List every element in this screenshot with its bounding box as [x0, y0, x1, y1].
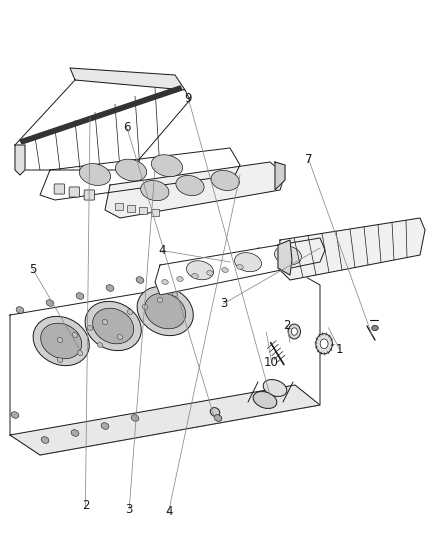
Ellipse shape	[145, 293, 186, 329]
Ellipse shape	[76, 293, 84, 300]
Text: 2: 2	[81, 499, 89, 512]
Bar	[115, 203, 123, 210]
Text: 9: 9	[184, 92, 192, 105]
Ellipse shape	[142, 304, 148, 310]
Text: 2: 2	[283, 319, 291, 332]
Ellipse shape	[372, 325, 378, 330]
Bar	[127, 205, 135, 212]
Ellipse shape	[320, 339, 328, 349]
Ellipse shape	[97, 343, 103, 348]
Ellipse shape	[288, 324, 300, 339]
Ellipse shape	[41, 437, 49, 443]
Polygon shape	[155, 238, 325, 295]
Ellipse shape	[136, 277, 144, 284]
Ellipse shape	[187, 261, 213, 280]
Ellipse shape	[16, 306, 24, 313]
Ellipse shape	[101, 423, 109, 429]
Text: 3: 3	[220, 297, 227, 310]
Ellipse shape	[166, 269, 174, 276]
Ellipse shape	[11, 411, 19, 418]
Ellipse shape	[117, 335, 123, 340]
Text: 1: 1	[336, 343, 343, 356]
Ellipse shape	[157, 297, 163, 302]
Ellipse shape	[196, 262, 204, 268]
Ellipse shape	[176, 175, 204, 196]
Ellipse shape	[57, 358, 63, 362]
Text: 10: 10	[264, 356, 279, 369]
Text: 3: 3	[126, 503, 133, 515]
Ellipse shape	[253, 392, 277, 408]
Ellipse shape	[177, 277, 183, 281]
Ellipse shape	[207, 271, 213, 276]
Ellipse shape	[162, 280, 168, 285]
Ellipse shape	[211, 171, 239, 190]
Ellipse shape	[127, 310, 133, 314]
Polygon shape	[15, 80, 190, 170]
Ellipse shape	[85, 301, 141, 351]
FancyBboxPatch shape	[54, 184, 65, 194]
Ellipse shape	[79, 164, 111, 185]
Ellipse shape	[214, 415, 222, 421]
Ellipse shape	[131, 415, 139, 421]
Ellipse shape	[286, 266, 294, 273]
Polygon shape	[40, 148, 240, 200]
Ellipse shape	[234, 253, 261, 272]
Polygon shape	[275, 162, 285, 190]
Text: 5: 5	[29, 263, 36, 276]
Ellipse shape	[137, 286, 193, 336]
Ellipse shape	[263, 379, 287, 397]
Polygon shape	[15, 145, 25, 175]
Ellipse shape	[237, 264, 243, 270]
Polygon shape	[10, 268, 320, 455]
Ellipse shape	[72, 333, 78, 337]
Ellipse shape	[152, 155, 183, 176]
FancyBboxPatch shape	[69, 187, 80, 197]
Ellipse shape	[115, 159, 147, 181]
Ellipse shape	[57, 337, 63, 343]
Polygon shape	[105, 162, 285, 218]
Ellipse shape	[141, 181, 169, 200]
Ellipse shape	[93, 308, 134, 344]
Ellipse shape	[222, 268, 228, 272]
Text: 4: 4	[165, 505, 173, 518]
Bar	[139, 207, 147, 214]
Ellipse shape	[210, 408, 220, 416]
Ellipse shape	[106, 285, 114, 292]
Ellipse shape	[192, 273, 198, 278]
Polygon shape	[20, 86, 182, 144]
Bar	[151, 208, 159, 216]
Ellipse shape	[256, 248, 264, 254]
Ellipse shape	[275, 246, 301, 265]
Ellipse shape	[226, 255, 234, 261]
Ellipse shape	[71, 430, 79, 437]
Ellipse shape	[291, 328, 297, 335]
Ellipse shape	[316, 334, 332, 354]
Text: 7: 7	[305, 154, 313, 166]
Ellipse shape	[46, 300, 54, 306]
Ellipse shape	[33, 317, 89, 366]
Text: 6: 6	[123, 122, 131, 134]
Ellipse shape	[77, 351, 83, 356]
Ellipse shape	[172, 292, 178, 296]
Polygon shape	[10, 385, 320, 455]
Polygon shape	[70, 68, 185, 90]
Ellipse shape	[102, 320, 108, 325]
FancyBboxPatch shape	[84, 190, 95, 200]
Polygon shape	[278, 240, 292, 275]
Text: 4: 4	[158, 244, 166, 257]
Polygon shape	[278, 218, 425, 280]
Ellipse shape	[87, 326, 93, 330]
Ellipse shape	[41, 323, 82, 359]
